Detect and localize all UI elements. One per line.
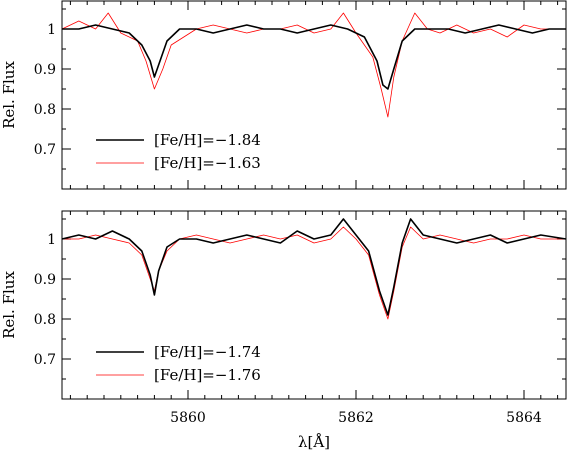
legend-label: [Fe/H]=−1.74	[154, 343, 261, 361]
series-line-black	[61, 218, 567, 316]
y-tick-label: 0.7	[34, 352, 56, 368]
top-panel: 0.7 0.8 0.9 1 Rel. Flux [Fe/H]=−1.84 [Fe/H]=−1…	[0, 0, 567, 190]
y-tick-label: 0.8	[34, 102, 56, 118]
y-tick-label: 0.9	[34, 62, 56, 78]
y-tick-label: 0.7	[34, 142, 56, 158]
y-axis-title: Rel. Flux	[0, 61, 18, 129]
x-tick-label: 5862	[338, 410, 374, 426]
legend-label: [Fe/H]=−1.63	[154, 154, 261, 172]
legend-label: [Fe/H]=−1.84	[154, 131, 261, 149]
series-line-red	[62, 226, 566, 320]
x-tick-label: 5864	[506, 410, 542, 426]
legend-label: [Fe/H]=−1.76	[154, 366, 261, 384]
bottom-panel: 5860 5862 5864 0.7 0.8 0.9 1 Rel. Flux λ[Å] [Fe/H…	[0, 210, 567, 451]
series-line-red	[61, 12, 566, 118]
plot-frame	[61, 210, 567, 400]
x-tick-label: 5860	[170, 410, 206, 426]
series-line-black	[62, 24, 566, 90]
y-axis-title: Rel. Flux	[0, 271, 18, 339]
y-tick-label: 0.9	[34, 272, 56, 288]
y-tick-label: 1	[47, 232, 56, 248]
y-tick-label: 0.8	[34, 312, 56, 328]
plot-frame	[61, 0, 567, 190]
x-axis-title: λ[Å]	[298, 433, 330, 451]
y-tick-label: 1	[47, 22, 56, 38]
